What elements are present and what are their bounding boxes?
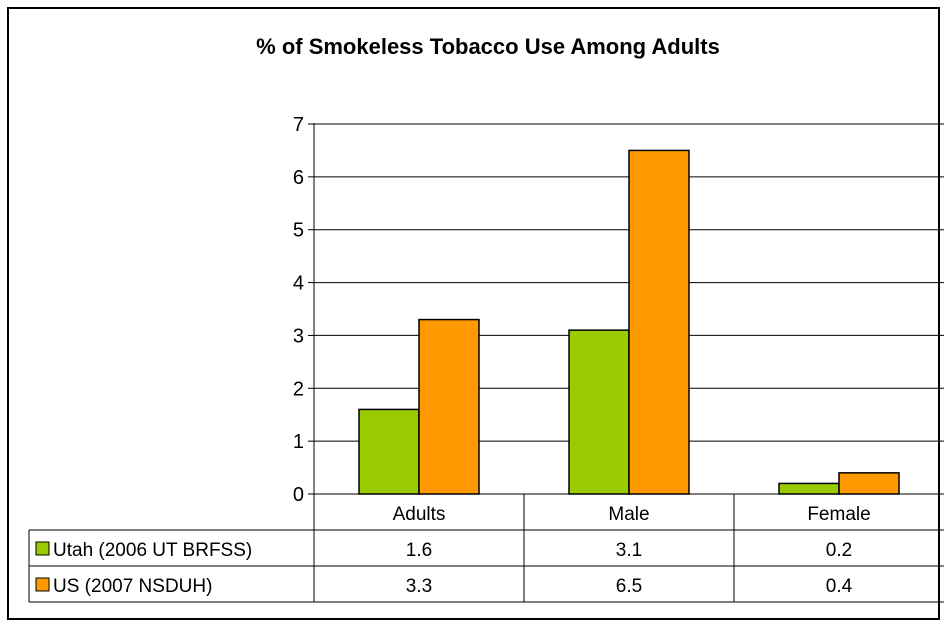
data-value: 6.5 <box>616 576 642 597</box>
legend-key-utah <box>35 541 50 556</box>
y-tick-label: 6 <box>293 167 304 189</box>
series-name: US (2007 NSDUH) <box>53 576 212 597</box>
data-value: 1.6 <box>406 540 432 561</box>
data-value: 3.3 <box>406 576 432 597</box>
y-tick-label: 3 <box>293 325 304 347</box>
bar-utah-male <box>568 329 630 495</box>
bars <box>358 149 900 495</box>
y-tick-label: 4 <box>293 273 304 295</box>
bar-utah-adults <box>358 408 420 495</box>
data-value: 0.4 <box>826 576 853 597</box>
data-value: 3.1 <box>616 540 642 561</box>
bar-utah-female <box>778 482 840 495</box>
y-axis: 0 1 2 3 4 5 6 7 <box>293 114 315 506</box>
y-tick-label: 0 <box>293 484 304 506</box>
series-name: Utah (2006 UT BRFSS) <box>53 540 252 561</box>
chart-frame <box>7 7 940 620</box>
category-label: Male <box>608 504 649 525</box>
y-tick-label: 2 <box>293 378 304 400</box>
bar-us-adults <box>418 318 480 495</box>
category-label: Adults <box>393 504 446 525</box>
bar-us-male <box>628 149 690 495</box>
y-tick-label: 1 <box>293 431 304 453</box>
legend-key-us <box>35 577 50 592</box>
y-tick-label: 7 <box>293 114 304 136</box>
bar-us-female <box>838 472 900 495</box>
data-table: Adults Male Female Utah (2006 UT BRFSS) 1.6 3… <box>28 493 944 603</box>
data-value: 0.2 <box>826 540 852 561</box>
y-tick-label: 5 <box>293 220 304 242</box>
category-label: Female <box>807 504 870 525</box>
chart-title: % of Smokeless Tobacco Use Among Adults <box>256 34 720 59</box>
